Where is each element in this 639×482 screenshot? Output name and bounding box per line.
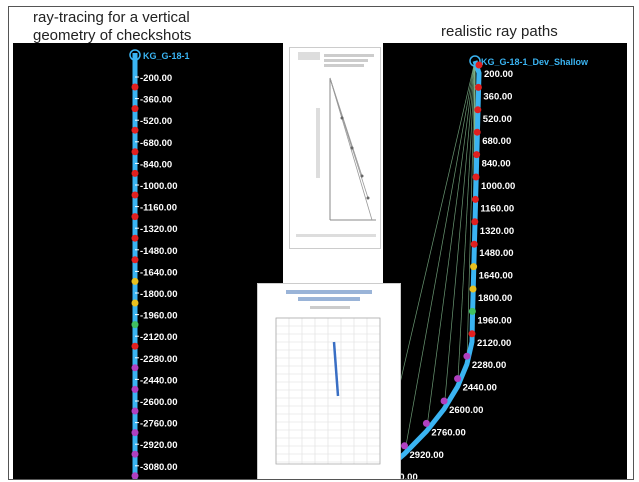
depth-label: 680.00: [482, 136, 511, 147]
figure-frame: ray-tracing for a vertical geometry of c…: [8, 6, 634, 480]
receiver-marker: [131, 385, 139, 393]
depth-label: 1320.00: [480, 226, 514, 237]
receiver-marker: [131, 213, 139, 221]
depth-label: -1800.00: [140, 289, 178, 300]
depth-label: 1640.00: [479, 271, 513, 282]
ray-path: [457, 60, 476, 387]
receiver-marker: [473, 151, 481, 159]
depth-label: -840.00: [140, 159, 172, 170]
receiver-marker: [131, 256, 139, 264]
receiver-marker: [470, 240, 478, 248]
receiver-marker: [474, 83, 482, 91]
depth-label: 2280.00: [472, 360, 506, 371]
receiver-marker: [131, 429, 139, 437]
depth-label: -1320.00: [140, 224, 178, 235]
receiver-marker: [440, 397, 448, 405]
depth-label: -3080.00: [140, 462, 178, 473]
depth-label: 2920.00: [410, 450, 444, 461]
receiver-marker: [131, 342, 139, 350]
depth-label: 2120.00: [477, 338, 511, 349]
ray-path: [443, 60, 476, 410]
depth-label: -360.00: [140, 95, 172, 106]
right-well-head-icon: [469, 55, 481, 67]
ray-geometry-thumbnail: [289, 47, 381, 249]
receiver-marker: [131, 277, 139, 285]
receiver-marker: [472, 173, 480, 181]
receiver-marker: [471, 195, 479, 203]
depth-label: -2920.00: [140, 440, 178, 451]
receiver-marker: [131, 364, 139, 372]
depth-label: -520.00: [140, 116, 172, 127]
chart-border: [275, 317, 381, 465]
depth-label: -680.00: [140, 138, 172, 149]
receiver-marker: [131, 126, 139, 134]
ray-path: [404, 60, 476, 454]
depth-label: 1480.00: [479, 248, 513, 259]
left-well-head-icon: [129, 49, 141, 61]
depth-label: 1960.00: [477, 315, 511, 326]
depth-label: -1000.00: [140, 181, 178, 192]
receiver-marker: [463, 352, 471, 360]
caption-left: ray-tracing for a vertical geometry of c…: [33, 9, 192, 44]
caption-right: realistic ray paths: [441, 23, 558, 40]
receiver-marker: [131, 169, 139, 177]
receiver-marker: [131, 450, 139, 458]
receiver-marker: [131, 407, 139, 415]
receiver-marker: [131, 191, 139, 199]
traveltime-chart-thumbnail: [257, 283, 401, 479]
receiver-marker: [131, 234, 139, 242]
traveltime-chart-sketch: [275, 290, 381, 465]
left-well-svg: KG_G-18-1 -200.00 -360.00 -520.00 -680.00 -84…: [129, 49, 190, 479]
receiver-marker: [470, 263, 478, 271]
depth-label: -1160.00: [140, 203, 177, 214]
depth-label: -2440.00: [140, 375, 178, 386]
receiver-marker: [131, 105, 139, 113]
right-well-name: KG_G-18-1_Dev_Shallow: [481, 57, 589, 67]
depth-label: 360.00: [483, 91, 512, 102]
receiver-marker: [131, 148, 139, 156]
depth-label: -1960.00: [140, 311, 178, 322]
right-well-svg: KG_G-18-1_Dev_Shallow 200.00 360.00 520.00 6…: [374, 55, 589, 479]
depth-label: -2280.00: [140, 354, 178, 365]
receiver-marker: [475, 61, 483, 69]
receiver-marker: [454, 375, 462, 383]
ray-path: [426, 60, 476, 432]
receiver-marker: [401, 442, 408, 450]
receiver-marker: [422, 419, 430, 427]
receiver-marker: [131, 472, 139, 479]
depth-label: -1640.00: [140, 267, 178, 278]
depth-label: -200.00: [140, 73, 172, 84]
depth-label: 2760.00: [431, 427, 465, 438]
depth-label: 840.00: [482, 159, 511, 170]
depth-label: -2760.00: [140, 419, 178, 430]
depth-label: -2120.00: [140, 332, 178, 343]
left-well-panel: KG_G-18-1 -200.00 -360.00 -520.00 -680.00 -84…: [13, 43, 283, 479]
ray-geometry-sketch: [296, 52, 376, 237]
ray-path: [466, 60, 476, 365]
receiver-marker: [131, 83, 139, 91]
depth-label: 1800.00: [478, 293, 512, 304]
receiver-marker: [468, 307, 476, 315]
receiver-marker: [131, 299, 139, 307]
depth-label: 520.00: [483, 114, 512, 125]
depth-label: -1480.00: [140, 246, 178, 257]
receiver-marker: [474, 106, 482, 114]
depth-label: -2600.00: [140, 397, 178, 408]
depth-label: 200.00: [484, 69, 513, 80]
receiver-marker: [131, 321, 139, 329]
left-well-name: KG_G-18-1: [143, 51, 190, 61]
receiver-marker: [473, 128, 481, 136]
depth-label: 2600.00: [449, 405, 483, 416]
depth-label: 1160.00: [480, 203, 514, 214]
receiver-marker: [471, 218, 479, 226]
receiver-marker: [468, 330, 476, 338]
receiver-marker: [469, 285, 477, 293]
right-well-panel: KG_G-18-1_Dev_Shallow 200.00 360.00 520.00 6…: [374, 43, 627, 479]
depth-label: 2440.00: [463, 383, 497, 394]
depth-label: 1000.00: [481, 181, 515, 192]
